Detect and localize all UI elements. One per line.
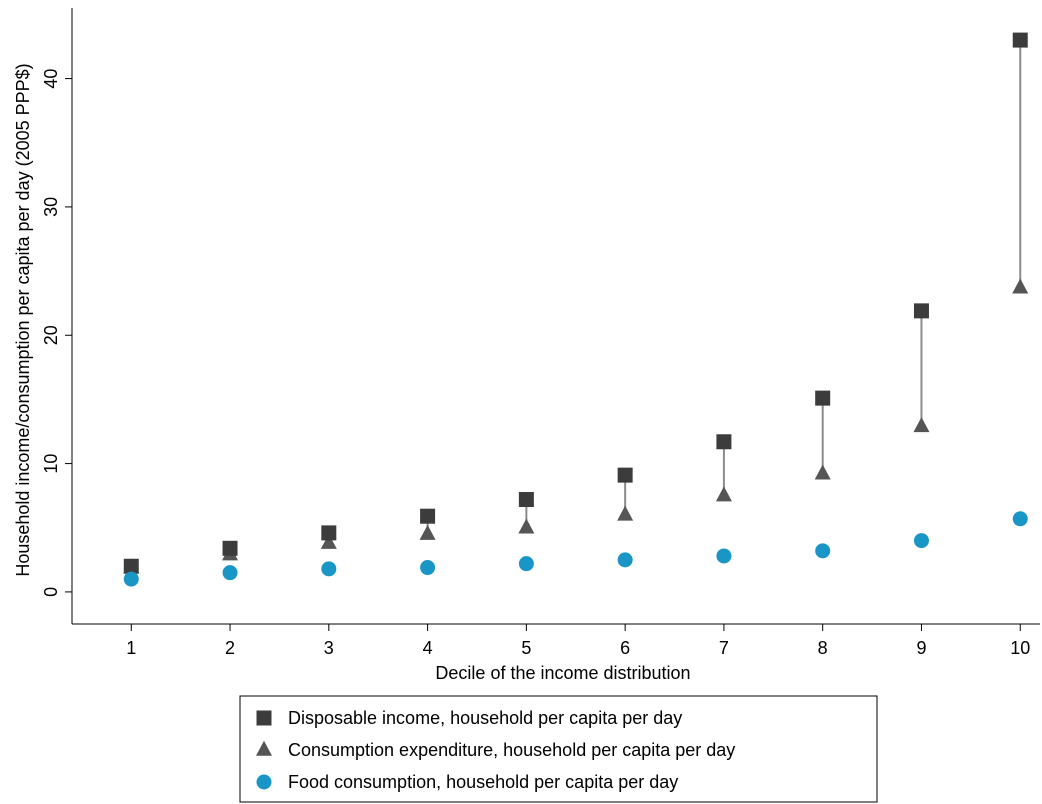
point-circle [716,548,732,564]
point-circle [518,556,534,572]
y-tick-label: 40 [41,69,61,89]
point-circle [617,552,633,568]
point-square [222,540,238,556]
x-tick-label: 3 [324,638,334,658]
plot-background [72,8,1040,624]
point-triangle [913,417,930,433]
series-square-markers [123,32,1028,574]
x-tick-label: 7 [719,638,729,658]
point-triangle [518,518,535,534]
y-ticks: 0 10 20 30 40 [41,69,72,597]
data-markers [123,32,1029,587]
x-tick-label: 9 [916,638,926,658]
series-circle-markers [123,511,1028,587]
legend-marker-circle [256,774,272,790]
axes [71,8,1040,625]
legend-marker-square [256,710,272,726]
x-axis-title: Decile of the income distribution [435,663,690,683]
legend-box [239,695,878,803]
point-triangle [1012,278,1029,294]
x-tick-label: 5 [521,638,531,658]
legend-label: Disposable income, household per capita … [288,708,682,728]
point-circle [913,533,929,549]
x-tick-label: 2 [225,638,235,658]
legend-label: Food consumption, household per capita p… [288,772,678,792]
point-circle [123,571,139,587]
x-tick-label: 1 [126,638,136,658]
y-axis-title: Household income/consumption per capita … [13,63,33,576]
x-tick-label: 6 [620,638,630,658]
point-square [420,508,436,524]
point-triangle [715,486,732,502]
point-triangle [617,505,634,521]
point-triangle [419,524,436,540]
y-tick-label: 30 [41,197,61,217]
point-square [815,390,831,406]
point-circle [1012,511,1028,527]
point-triangle [320,533,337,549]
x-tick-label: 10 [1010,638,1030,658]
point-square [1012,32,1028,48]
point-triangle [814,464,831,480]
point-square [716,434,732,450]
legend: Disposable income, household per capita … [239,695,878,803]
point-circle [222,565,238,581]
point-circle [321,561,337,577]
point-square [518,492,534,508]
legend-items: Disposable income, household per capita … [256,708,735,792]
y-tick-label: 20 [41,325,61,345]
point-circle [420,560,436,576]
plot-area [72,8,1040,624]
legend-label: Consumption expenditure, household per c… [288,740,735,760]
point-square [321,525,337,541]
x-tick-label: 8 [818,638,828,658]
point-circle [815,543,831,559]
y-tick-label: 10 [41,454,61,474]
point-square [913,303,929,319]
legend-marker-triangle [256,740,272,756]
x-tick-label: 4 [423,638,433,658]
x-ticks: 1 2 3 4 5 6 7 8 9 10 [126,624,1030,658]
point-square [123,558,139,574]
y-tick-label: 0 [41,587,61,597]
point-square [617,467,633,483]
